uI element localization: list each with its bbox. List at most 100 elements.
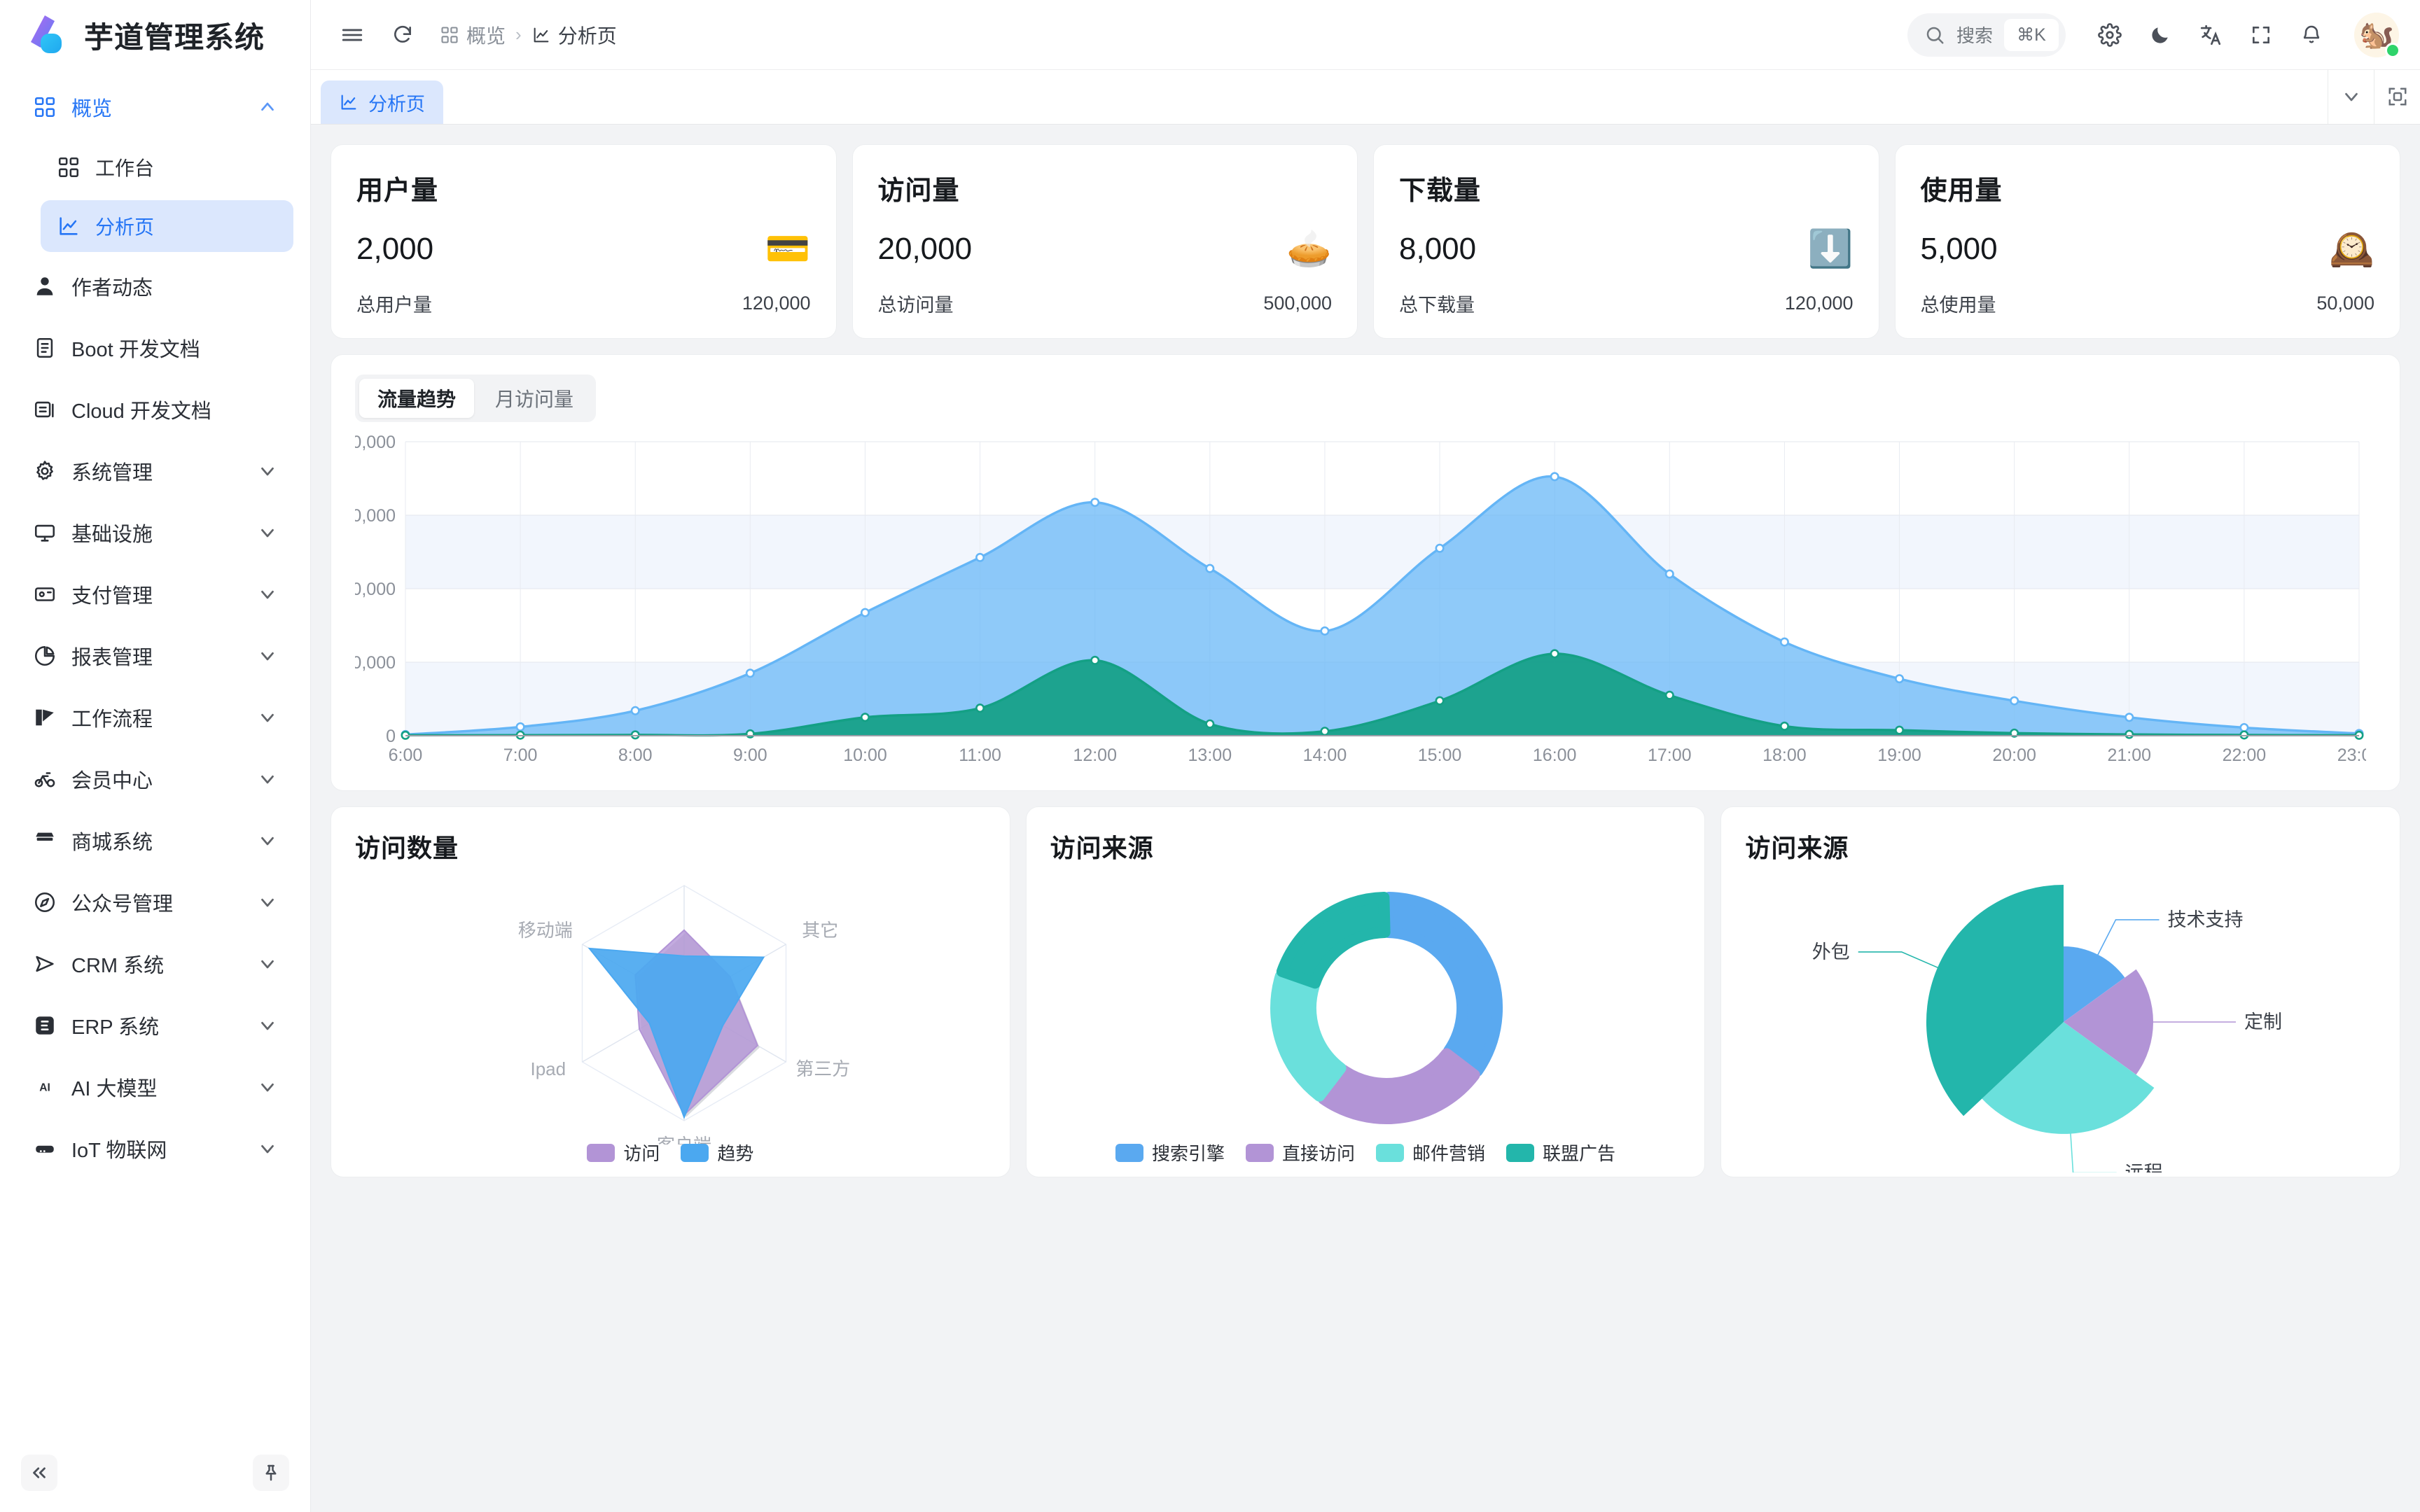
stat-foot-value: 50,000 [2316,293,2374,314]
analysis-icon [56,214,81,239]
workbench-icon [56,155,81,180]
sidebar-collapse-button[interactable] [21,1455,57,1491]
sidebar: 芋道管理系统 概览工作台分析页作者动态 Boot 开发文档 Cloud 开发文档 系统… [0,0,311,1512]
chevron-down-icon[interactable] [257,522,278,543]
search-input[interactable]: 搜索 ⌘K [1907,13,2066,57]
chevron-down-icon[interactable] [257,461,278,482]
legend-item-2[interactable]: 邮件营销 [1376,1140,1485,1166]
chevron-down-icon[interactable] [257,707,278,728]
document-icon [32,335,57,360]
chevron-down-icon[interactable] [257,584,278,605]
chevron-down-icon[interactable] [257,1077,278,1098]
chevron-up-icon[interactable] [257,97,278,118]
search-shortcut: ⌘K [2004,18,2059,51]
trend-tab-group: 流量趋势 月访问量 [355,374,597,422]
stat-foot-label: 总下载量 [1399,295,1475,316]
tab-analysis[interactable]: 分析页 [321,80,443,124]
moon-icon[interactable] [2144,19,2176,51]
sidebar-item-label: 作者动态 [71,277,153,300]
sidebar-item-11[interactable]: 会员中心 [17,752,293,806]
sidebar-item-17[interactable]: IoT 物联网 [17,1121,293,1176]
svg-text:AI: AI [39,1082,50,1094]
sidebar-item-10[interactable]: 工作流程 [17,690,293,745]
sidebar-pin-button[interactable] [253,1455,289,1491]
bell-icon[interactable] [2295,19,2328,51]
archive-icon [32,397,57,422]
tabbar: 分析页 [311,69,2420,125]
svg-text:7:00: 7:00 [503,746,538,765]
visit-source-rose-chart[interactable]: 技术支持定制远程 外包 [1745,864,2376,1172]
breadcrumb-item-analysis[interactable]: 分析页 [531,21,617,49]
gear-icon[interactable] [2094,19,2126,51]
monitor-icon [32,520,57,545]
chevron-down-icon[interactable] [257,769,278,790]
stat-foot-value: 120,000 [1784,293,1854,314]
sidebar-item-0[interactable]: 概览 [17,80,293,134]
sidebar-item-3[interactable]: 作者动态 [17,259,293,314]
maximize-icon[interactable] [2374,69,2420,124]
svg-text:客户端: 客户端 [657,1135,711,1144]
legend-item-0[interactable]: 访问 [587,1140,660,1166]
sidebar-item-15[interactable]: ERP 系统 [17,998,293,1053]
sidebar-item-8[interactable]: 支付管理 [17,567,293,622]
chevron-down-icon[interactable] [257,892,278,913]
chevron-down-icon[interactable] [2328,69,2374,124]
fullscreen-icon[interactable] [2245,19,2277,51]
chevron-down-icon[interactable] [257,1015,278,1036]
chevron-down-icon[interactable] [257,830,278,851]
brand-logo[interactable]: 芋道管理系统 [0,0,310,70]
svg-text:40,000: 40,000 [355,580,396,599]
svg-text:60,000: 60,000 [355,506,396,526]
sidebar-item-label: 公众号管理 [71,893,174,916]
chevron-down-icon[interactable] [257,645,278,666]
flag-icon [32,705,57,730]
legend-item-0[interactable]: 搜索引擎 [1115,1140,1225,1166]
stat-card-1: 访问量 20,000 🥧 总访问量 500,000 [851,144,1358,339]
refresh-icon[interactable] [387,19,419,51]
chevron-down-icon[interactable] [257,1138,278,1159]
hamburger-icon[interactable] [336,19,368,51]
svg-text:定制: 定制 [2244,1011,2282,1032]
translate-icon[interactable] [2195,19,2227,51]
sidebar-item-9[interactable]: 报表管理 [17,629,293,683]
sidebar-item-label: 基础设施 [71,524,153,546]
svg-text:14:00: 14:00 [1303,746,1347,765]
stat-title: 下载量 [1399,176,1482,206]
send-icon [32,951,57,976]
status-badge [2385,42,2400,58]
pie-chart-icon [32,643,57,668]
sidebar-item-2[interactable]: 分析页 [41,200,293,252]
sidebar-item-16[interactable]: AI AI 大模型 [17,1060,293,1114]
stat-foot-value: 120,000 [742,293,811,314]
card-title: 访问数量 [355,834,459,862]
legend-item-3[interactable]: 联盟广告 [1506,1140,1615,1166]
stat-foot-label: 总使用量 [1920,295,1996,316]
sidebar-item-5[interactable]: Cloud 开发文档 [17,382,293,437]
sidebar-item-4[interactable]: Boot 开发文档 [17,321,293,375]
traffic-trend-chart[interactable]: 0 20,000 40,000 60,000 80,000 6:00 7:00 8:00 9:0… [355,432,2376,775]
sidebar-item-label: 商城系统 [71,832,153,854]
sidebar-item-7[interactable]: 基础设施 [17,505,293,560]
erp-icon [32,1013,57,1038]
chevron-down-icon[interactable] [257,953,278,974]
compass-icon [32,890,57,915]
sidebar-item-6[interactable]: 系统管理 [17,444,293,498]
sidebar-item-12[interactable]: 商城系统 [17,813,293,868]
legend-item-1[interactable]: 趋势 [681,1140,753,1166]
visit-source-donut-chart[interactable] [1050,864,1681,1144]
svg-text:22:00: 22:00 [2223,746,2267,765]
sidebar-item-14[interactable]: CRM 系统 [17,937,293,991]
trend-tab-monthly[interactable]: 月访问量 [495,388,574,410]
legend-item-1[interactable]: 直接访问 [1245,1140,1355,1166]
bike-icon [32,766,57,792]
trend-tab-traffic[interactable]: 流量趋势 [359,379,475,418]
breadcrumb-item-overview[interactable]: 概览 [440,21,506,49]
svg-text:6:00: 6:00 [389,746,423,765]
sidebar-item-1[interactable]: 工作台 [41,141,293,193]
sidebar-item-13[interactable]: 公众号管理 [17,875,293,930]
gear-icon [32,458,57,484]
donut-legend: 搜索引擎 直接访问 邮件营销 联盟广告 [1027,1140,1705,1166]
legend-swatch [1245,1143,1274,1162]
avatar[interactable]: 🐿️ [2354,12,2400,58]
visit-quantity-radar-chart[interactable]: 网页其它第三方客户端Ipad移动端 [355,864,986,1144]
